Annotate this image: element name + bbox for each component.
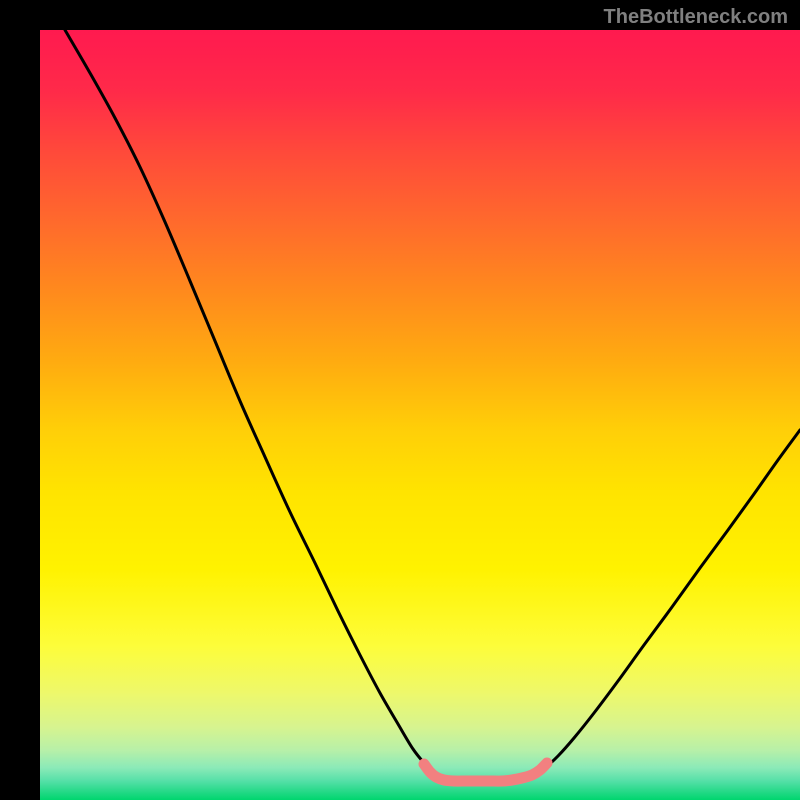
watermark-label: TheBottleneck.com — [604, 6, 788, 29]
gradient-plot-area — [40, 30, 800, 800]
